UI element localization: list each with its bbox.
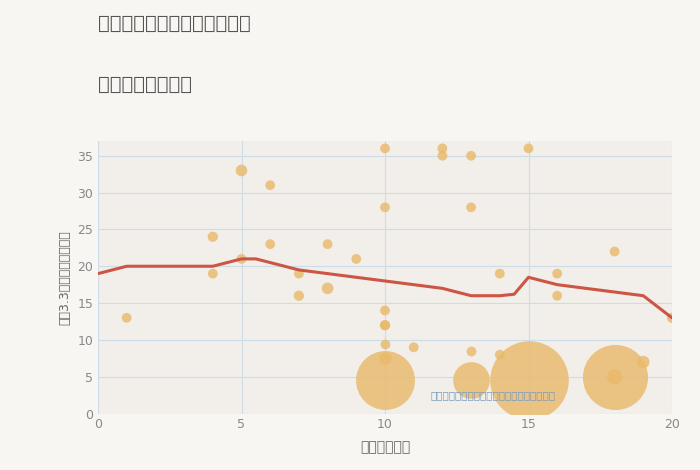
- Point: [609, 373, 620, 381]
- Point: [379, 204, 391, 211]
- Point: [523, 145, 534, 152]
- Point: [351, 255, 362, 263]
- Point: [379, 340, 391, 347]
- Point: [494, 351, 505, 359]
- Point: [207, 270, 218, 277]
- Text: 駅距離別土地価格: 駅距離別土地価格: [98, 75, 192, 94]
- Y-axis label: 坪（3.3㎡）単価（万円）: 坪（3.3㎡）単価（万円）: [59, 230, 71, 325]
- Point: [265, 181, 276, 189]
- Point: [523, 376, 534, 384]
- Point: [379, 321, 391, 329]
- Point: [293, 292, 304, 299]
- Point: [379, 307, 391, 314]
- Point: [322, 240, 333, 248]
- Point: [638, 358, 649, 366]
- X-axis label: 駅距離（分）: 駅距離（分）: [360, 440, 410, 454]
- Point: [466, 347, 477, 355]
- Point: [494, 270, 505, 277]
- Point: [466, 152, 477, 159]
- Point: [379, 145, 391, 152]
- Point: [322, 285, 333, 292]
- Point: [265, 240, 276, 248]
- Point: [437, 145, 448, 152]
- Text: 埼玉県久喜市菖蒲町上大崎の: 埼玉県久喜市菖蒲町上大崎の: [98, 14, 251, 33]
- Point: [379, 376, 391, 384]
- Point: [437, 152, 448, 159]
- Point: [207, 233, 218, 241]
- Point: [293, 270, 304, 277]
- Text: 円の大きさは、取引のあった物件面積を示す: 円の大きさは、取引のあった物件面積を示す: [431, 390, 556, 400]
- Point: [236, 167, 247, 174]
- Point: [552, 270, 563, 277]
- Point: [666, 314, 678, 321]
- Point: [609, 373, 620, 381]
- Point: [466, 376, 477, 384]
- Point: [408, 344, 419, 351]
- Point: [379, 321, 391, 329]
- Point: [552, 292, 563, 299]
- Point: [466, 204, 477, 211]
- Point: [379, 354, 391, 362]
- Point: [236, 255, 247, 263]
- Point: [121, 314, 132, 321]
- Point: [609, 248, 620, 255]
